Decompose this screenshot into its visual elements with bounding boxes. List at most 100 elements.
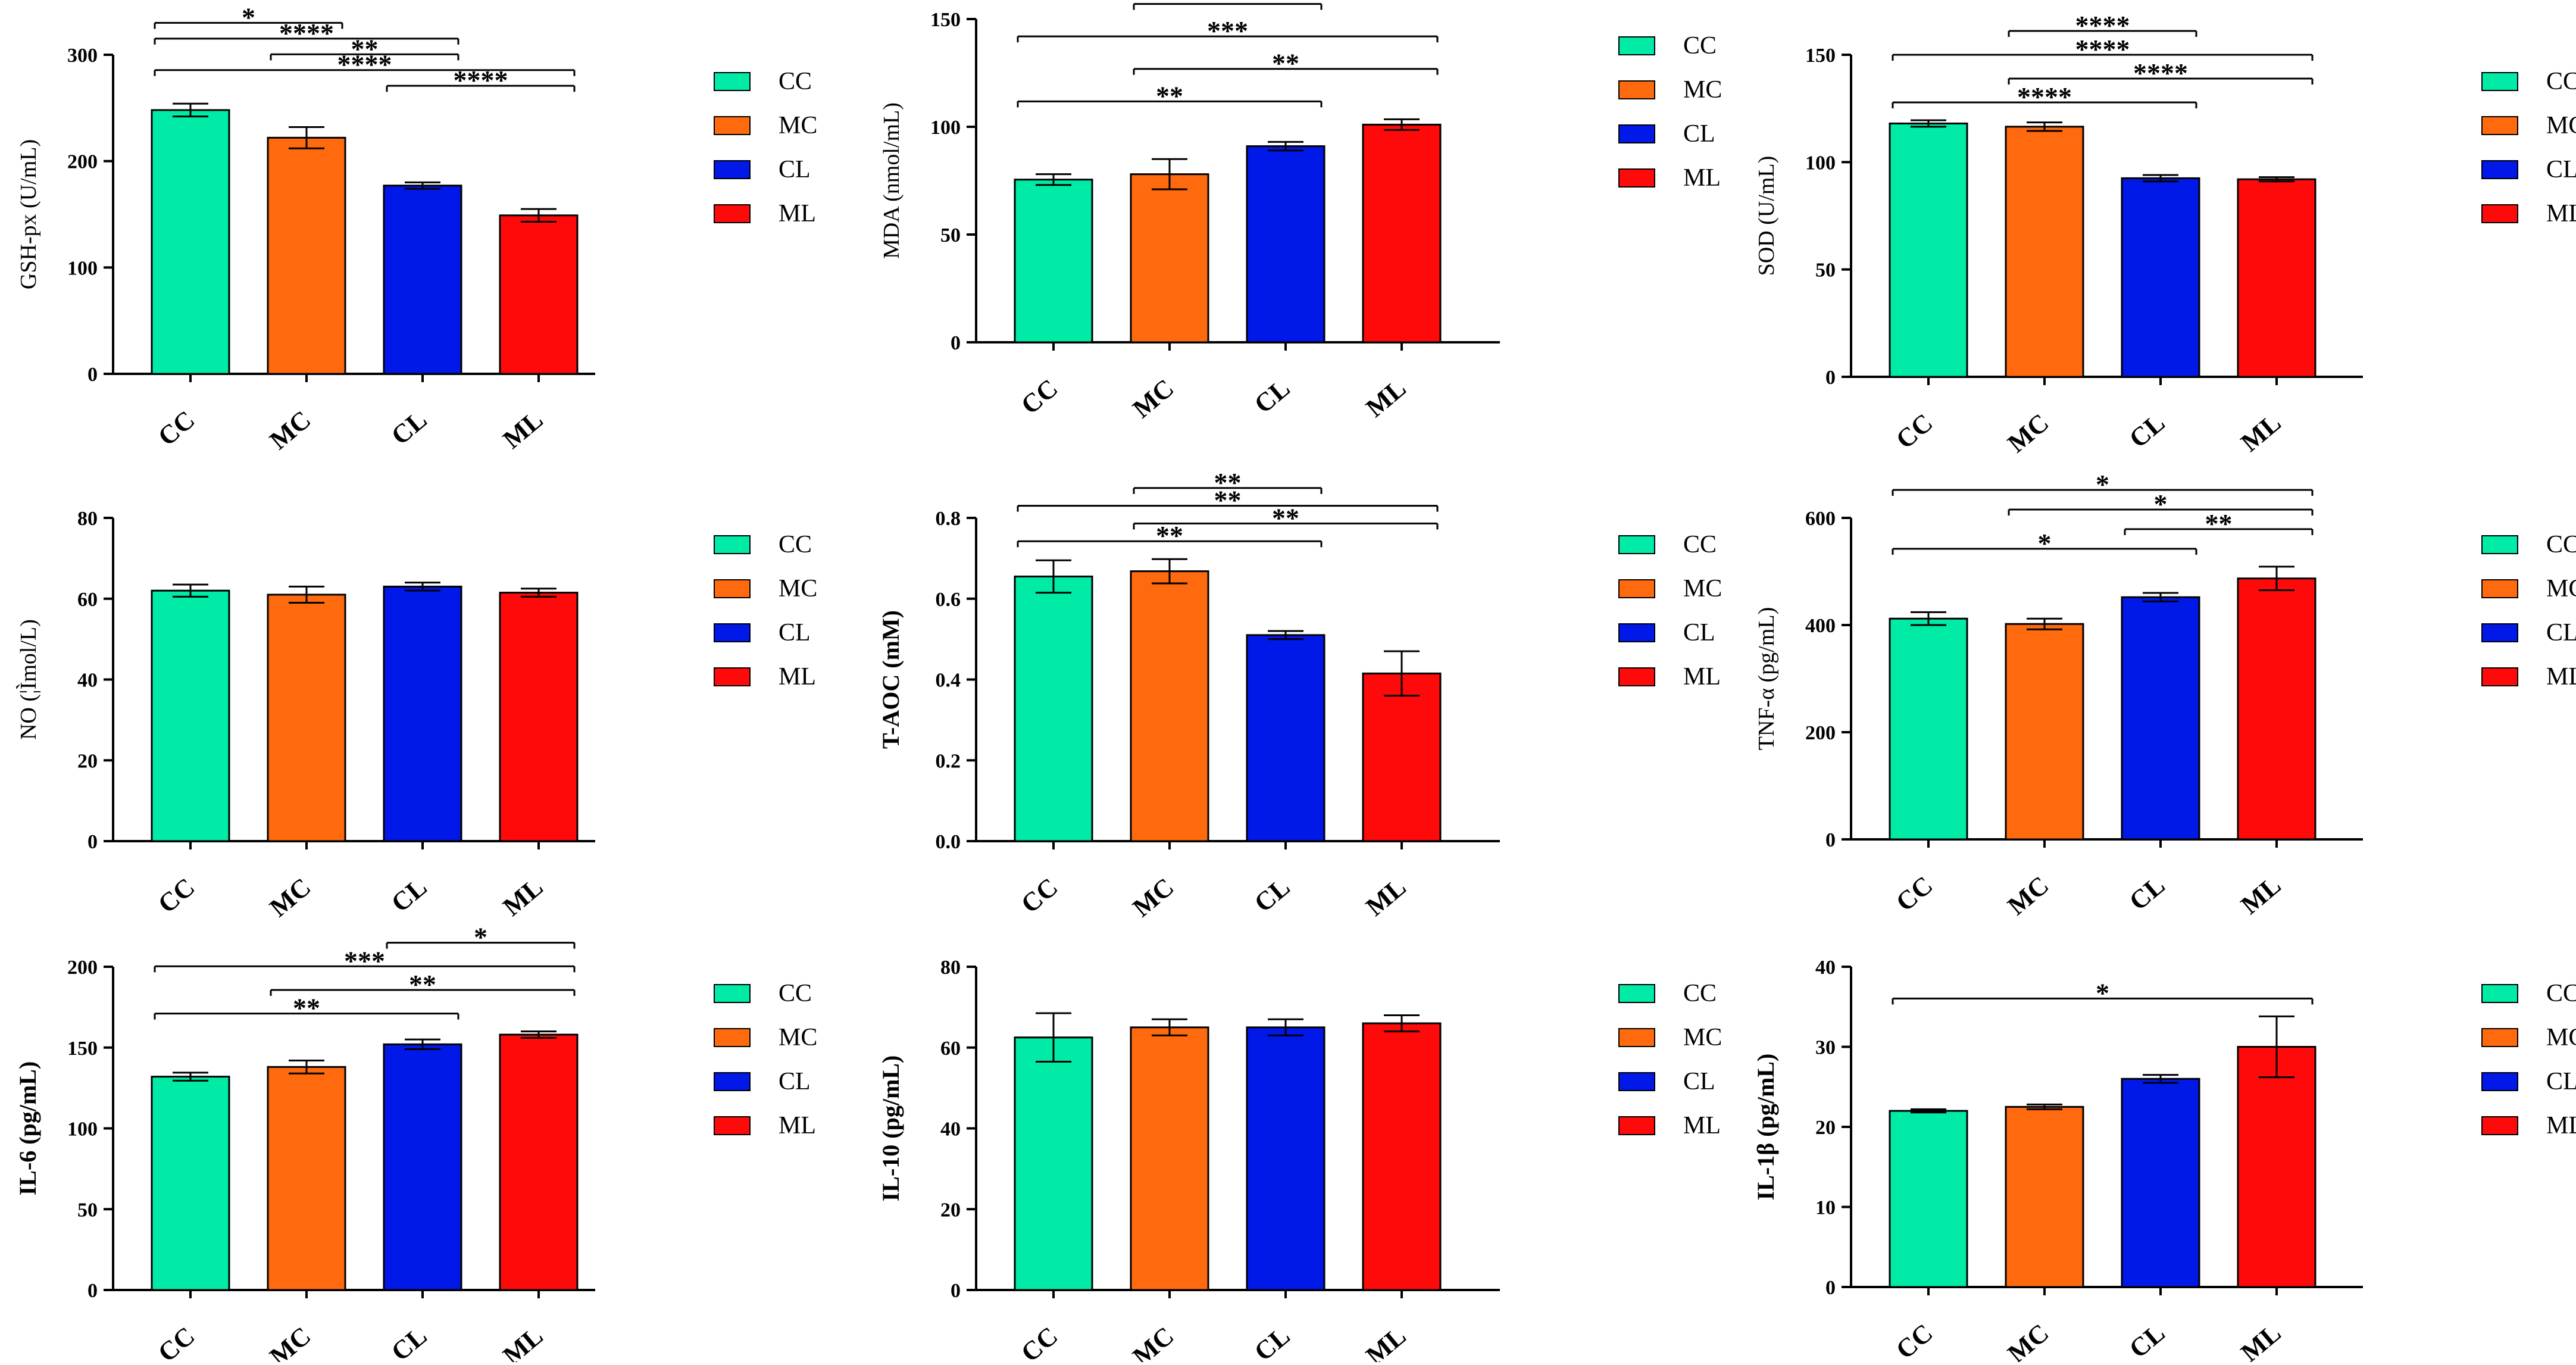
x-tick-label-CL: CL	[2124, 870, 2170, 916]
error-bar-CC	[1911, 611, 1946, 626]
bar-CC	[151, 1076, 230, 1291]
legend-swatch-CL	[2481, 623, 2518, 642]
bar-MC	[267, 1066, 346, 1291]
legend-label-MC: MC	[1683, 575, 1722, 602]
error-bar-CC	[173, 1072, 208, 1082]
x-tick-label-MC: MC	[1127, 1321, 1180, 1362]
bar-CC	[1014, 1036, 1093, 1291]
legend: CC MC CL ML	[2481, 980, 2576, 1139]
y-axis-title: IL-6 (pg/mL)	[14, 1061, 41, 1196]
legend: CC MC CL ML	[1618, 531, 1722, 691]
significance-label: *	[242, 2, 255, 32]
legend-label-ML: ML	[1683, 663, 1721, 691]
legend-swatch-MC	[2481, 116, 2518, 135]
chart-panel-9: 0 10 20 30 40 IL-1β (pg/mL) CC MC CL ML * CC MC CL ML	[1752, 957, 2576, 1365]
y-tick-label: 40	[1815, 957, 1836, 979]
significance-label: ****	[2075, 34, 2130, 64]
bar-CC	[1889, 122, 1968, 378]
error-bar-ML	[521, 208, 557, 223]
bar-CC	[1889, 617, 1968, 841]
significance-label: ****	[2133, 58, 2188, 88]
error-bar-CC	[173, 102, 208, 118]
legend-label-CL: CL	[779, 1068, 811, 1095]
legend-swatch-ML	[714, 667, 751, 686]
bar-CL	[383, 185, 462, 375]
error-bar-ML	[2259, 176, 2294, 183]
legend-label-CL: CL	[1683, 120, 1715, 148]
y-tick-label: 150	[67, 1038, 98, 1060]
y-tick-label: 0	[1825, 1277, 1836, 1299]
y-tick-label: 40	[77, 670, 98, 692]
x-tick-label-ML: ML	[2236, 870, 2287, 920]
error-bar-CL	[1268, 1018, 1303, 1036]
significance-bracket: **	[1017, 520, 1323, 551]
legend: CC MC CL ML	[714, 68, 817, 227]
chart-panel-5: 0.00.20.40.60.8T-AOC (mM)CC MC CL ML*******…	[877, 467, 1722, 923]
error-bar-CL	[405, 582, 440, 592]
significance-label: **	[1156, 80, 1183, 111]
x-tick-label-CC: CC	[1015, 373, 1063, 420]
legend-swatch-CL	[714, 623, 751, 642]
x-tick-label-ML: ML	[498, 405, 549, 454]
error-bar-CC	[173, 583, 208, 598]
error-bar-MC	[2027, 617, 2062, 630]
legend-label-CC: CC	[779, 531, 812, 558]
legend: CC MC CL ML	[714, 531, 817, 691]
legend: CC MC CL ML	[2481, 68, 2576, 227]
bar-ML	[499, 214, 579, 375]
x-tick-label-CC: CC	[1890, 408, 1938, 454]
x-tick-label-MC: MC	[264, 872, 317, 923]
legend-swatch-CC	[714, 984, 751, 1003]
y-axis-title: SOD (U/mL)	[1754, 156, 1779, 276]
y-tick-label: 0.2	[936, 750, 961, 772]
bar-CC	[151, 109, 230, 375]
y-tick-label: 0	[87, 364, 98, 386]
x-tick-label-CL: CL	[386, 405, 432, 451]
legend-swatch-CL	[2481, 160, 2518, 179]
legend-label-MC: MC	[2546, 1024, 2576, 1051]
legend-label-ML: ML	[2546, 1112, 2576, 1139]
legend-label-MC: MC	[779, 575, 817, 602]
x-tick-label-CL: CL	[1249, 1321, 1295, 1362]
legend-swatch-ML	[1618, 168, 1655, 188]
legend-label-CL: CL	[779, 156, 811, 183]
legend-swatch-CC	[2481, 984, 2518, 1003]
significance-bracket: **	[1133, 502, 1439, 533]
error-bar-MC	[1152, 558, 1187, 585]
significance-bracket: *	[154, 2, 343, 32]
x-tick-label-CL: CL	[386, 872, 432, 918]
x-tick-label-ML: ML	[1361, 872, 1412, 922]
bar-CL	[383, 585, 462, 842]
y-tick-label: 100	[1805, 152, 1836, 174]
x-tick-label-MC: MC	[2002, 870, 2055, 921]
legend-swatch-CL	[714, 160, 751, 179]
legend-swatch-MC	[2481, 579, 2518, 598]
error-bar-CL	[2143, 1074, 2178, 1084]
significance-label: **	[2205, 508, 2233, 539]
significance-bracket: **	[1133, 48, 1439, 79]
significance-label: **	[293, 993, 320, 1023]
error-bar-MC	[2027, 1103, 2062, 1110]
significance-bracket: ****	[154, 49, 576, 80]
legend-label-MC: MC	[1683, 76, 1722, 104]
significance-label: ****	[2017, 82, 2072, 112]
legend-swatch-CC	[1618, 36, 1655, 55]
x-tick-label-CL: CL	[2124, 1318, 2170, 1362]
x-tick-label-CC: CC	[1015, 872, 1063, 919]
bar-CL	[383, 1043, 462, 1291]
legend-label-CC: CC	[779, 68, 812, 95]
legend-swatch-ML	[714, 204, 751, 223]
bar-ML	[1362, 672, 1442, 842]
error-bar-CL	[2143, 592, 2178, 602]
legend-label-CL: CL	[2546, 619, 2576, 646]
significance-label: *	[474, 922, 487, 952]
y-tick-label: 40	[940, 1119, 961, 1141]
legend-label-MC: MC	[2546, 575, 2576, 602]
legend-label-MC: MC	[2546, 112, 2576, 139]
y-tick-label: 200	[1805, 722, 1836, 744]
legend-swatch-MC	[1618, 1028, 1655, 1047]
